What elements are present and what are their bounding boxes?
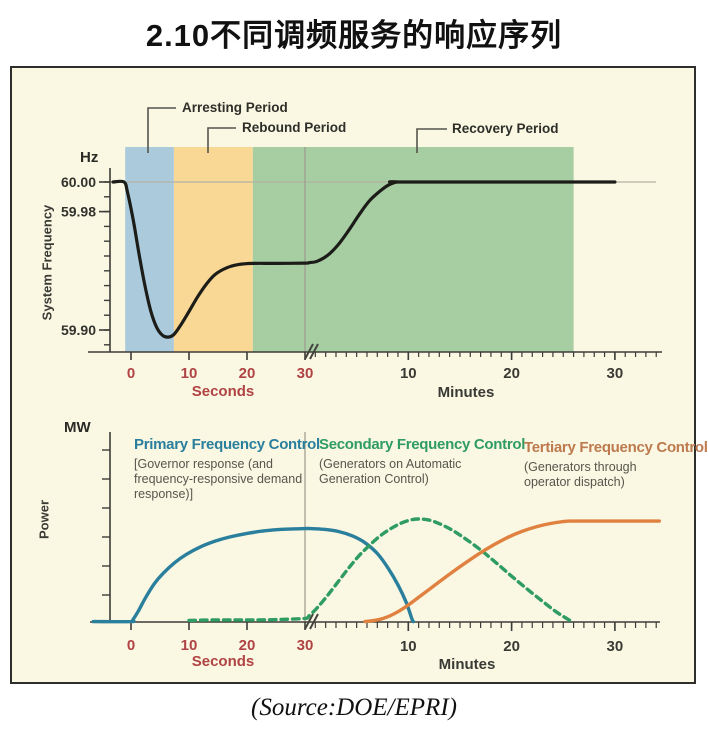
source-attribution: (Source:DOE/EPRI)	[251, 694, 457, 721]
top-minutes-axis-label: Minutes	[437, 384, 495, 401]
bottom-minutes-axis-label: Minutes	[438, 656, 496, 673]
secondary-frequency-control-label: Secondary Frequency Control	[319, 436, 526, 453]
period-band	[173, 147, 253, 352]
period-callout-line	[147, 107, 176, 153]
seconds-tick-label: 30	[297, 637, 314, 654]
rebound-period-label: Rebound Period	[242, 120, 347, 135]
page-title: 2.10不同调频服务的响应序列	[145, 18, 563, 53]
minutes-tick-label: 30	[607, 638, 624, 655]
primary-frequency-control-note: [Governor response (and frequency-respon…	[134, 457, 303, 501]
tertiary-control-curve	[363, 519, 662, 624]
primary-control-curve	[91, 526, 416, 624]
seconds-tick-label: 10	[181, 365, 198, 382]
y-tick-label: 59.90	[61, 322, 96, 338]
top-seconds-axis-label: Seconds	[191, 383, 255, 400]
bottom-seconds-axis-label: Seconds	[191, 653, 255, 670]
axis-break-mark	[309, 343, 319, 360]
y-tick-label: 60.00	[61, 174, 96, 190]
period-callout-line	[207, 127, 236, 153]
seconds-tick-label: 20	[239, 365, 256, 382]
period-band	[252, 147, 574, 352]
tertiary-frequency-control-label: Tertiary Frequency Control	[524, 439, 708, 456]
period-band	[125, 147, 174, 352]
seconds-tick-label: 30	[297, 365, 314, 382]
recovery-period-label: Recovery Period	[452, 121, 559, 136]
axis-break-mark	[304, 343, 314, 360]
axis-break-mark	[309, 613, 319, 630]
seconds-tick-label: 10	[181, 637, 198, 654]
y-tick-label: 59.98	[61, 204, 96, 220]
minutes-tick-label: 20	[503, 638, 520, 655]
secondary-frequency-control-note: (Generators on Automatic Generation Cont…	[319, 457, 462, 486]
system-frequency-axis-label: System Frequency	[39, 204, 55, 321]
hz-unit-label: Hz	[80, 149, 99, 166]
primary-frequency-control-label: Primary Frequency Control	[134, 436, 320, 453]
seconds-tick-label: 20	[239, 637, 256, 654]
power-axis-label: Power	[36, 500, 52, 540]
minutes-tick-label: 20	[503, 365, 520, 382]
axis-break-mark	[304, 613, 314, 630]
seconds-tick-label: 0	[127, 365, 135, 382]
minutes-tick-label: 10	[400, 365, 417, 382]
frequency-curve	[111, 179, 617, 339]
minutes-tick-label: 10	[400, 638, 417, 655]
period-callout-line	[416, 128, 447, 153]
tertiary-frequency-control-note: (Generators through operator dispatch)	[524, 460, 637, 489]
minutes-tick-label: 30	[607, 365, 624, 382]
secondary-control-curve	[187, 517, 575, 624]
seconds-tick-label: 0	[127, 637, 135, 654]
arresting-period-label: Arresting Period	[182, 100, 288, 115]
mw-unit-label: MW	[64, 419, 91, 436]
